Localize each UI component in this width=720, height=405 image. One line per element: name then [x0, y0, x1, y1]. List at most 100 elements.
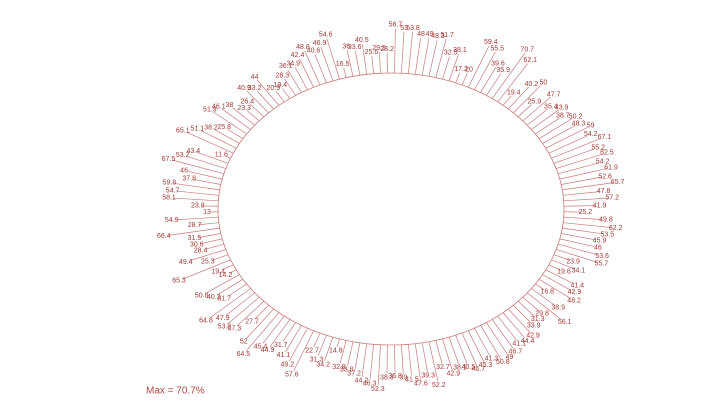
bar	[282, 88, 291, 99]
value-label: 45.9	[593, 237, 607, 244]
bar	[232, 107, 256, 126]
bar	[455, 72, 460, 83]
value-label: 55.7	[595, 260, 609, 267]
bar	[339, 340, 347, 364]
bar	[320, 46, 334, 82]
bar	[317, 335, 327, 357]
bar	[187, 171, 223, 180]
value-label: 23.3	[237, 105, 251, 112]
value-label: 31.7	[217, 296, 231, 303]
bar	[216, 279, 244, 296]
value-label: 40.9	[237, 85, 251, 92]
value-label: 64.5	[237, 351, 251, 358]
value-label: 39.3	[421, 372, 435, 379]
value-label: 65.3	[172, 277, 186, 284]
value-label: 13	[203, 209, 211, 216]
value-label: 53.8	[218, 324, 232, 331]
value-label: 35.4	[544, 103, 558, 110]
value-label: 40.5	[462, 364, 476, 371]
value-label: 70.7	[520, 47, 534, 54]
bar	[176, 190, 219, 196]
value-label: 33.8	[340, 367, 354, 374]
value-label: 46.9	[313, 40, 327, 47]
value-label: 20.9	[267, 85, 281, 92]
bar	[435, 340, 443, 364]
bar	[336, 338, 340, 348]
value-label: 41.1	[512, 340, 526, 347]
bar	[200, 130, 237, 149]
value-label: 38.7	[556, 113, 570, 120]
value-label: 40.2	[207, 294, 221, 301]
bar	[225, 292, 256, 316]
bar	[284, 78, 296, 96]
bar	[553, 254, 570, 261]
value-label: 31.5	[188, 235, 202, 242]
bar	[563, 216, 602, 220]
value-label: 16.8	[540, 289, 554, 296]
value-label: 56.7	[389, 22, 403, 29]
value-label: 34.2	[316, 361, 330, 368]
value-label: 29.8	[535, 310, 549, 317]
value-label: 19.4	[273, 82, 287, 89]
value-label: 50.8	[195, 292, 209, 299]
bar	[522, 96, 551, 122]
value-label: 49	[426, 31, 434, 38]
value-label: 32.8	[332, 364, 346, 371]
bar	[421, 38, 430, 76]
bar	[461, 72, 468, 86]
value-label: 53.8	[406, 25, 420, 32]
bar	[262, 315, 285, 344]
value-label: 48.2	[567, 297, 581, 304]
bar	[378, 52, 381, 74]
value-label: 53.6	[595, 253, 609, 260]
bar	[467, 330, 485, 362]
value-label: 50.8	[496, 359, 510, 366]
value-label: 20	[465, 66, 473, 73]
value-label: 41.1	[277, 352, 291, 359]
bar	[386, 344, 388, 374]
value-label: 44.2	[355, 378, 369, 385]
bar	[288, 327, 308, 362]
value-label: 47.7	[547, 91, 561, 98]
bar	[257, 79, 280, 106]
value-label: 14.8	[329, 348, 343, 355]
bar	[517, 300, 536, 317]
value-label: 37.8	[182, 176, 196, 183]
value-label: 25.2	[579, 209, 593, 216]
bar	[551, 259, 575, 270]
value-label: 31.3	[531, 316, 545, 323]
bar	[167, 227, 220, 236]
bar	[394, 28, 396, 74]
value-label: 62.1	[523, 57, 537, 64]
value-label: 46.1	[212, 103, 226, 110]
bar	[361, 343, 368, 377]
bar	[448, 336, 459, 364]
bar	[227, 283, 247, 297]
bar	[246, 90, 269, 114]
value-label: 48	[417, 31, 425, 38]
value-label: 23.8	[191, 203, 205, 210]
value-label: 46.3	[363, 380, 377, 387]
value-label: 43.4	[186, 148, 200, 155]
bar	[414, 37, 421, 75]
value-label: 48.8	[296, 44, 310, 51]
value-label: 25.6	[365, 49, 379, 56]
value-label: 46	[594, 244, 602, 251]
value-label: 47.9	[216, 315, 230, 322]
bar	[196, 151, 229, 164]
value-label: 55.5	[490, 45, 504, 52]
value-label: 38	[225, 102, 233, 109]
bar	[204, 274, 240, 294]
bar	[497, 315, 518, 341]
bar	[535, 117, 560, 135]
value-label: 47.8	[597, 188, 611, 195]
bar	[508, 86, 530, 110]
bar	[558, 162, 599, 175]
value-label: 49.2	[281, 362, 295, 369]
bar	[542, 274, 572, 291]
bar	[347, 341, 354, 366]
value-label: 53.5	[600, 231, 614, 238]
bar	[294, 67, 308, 91]
value-label: 40.2	[525, 81, 539, 88]
value-label: 44	[251, 74, 259, 81]
